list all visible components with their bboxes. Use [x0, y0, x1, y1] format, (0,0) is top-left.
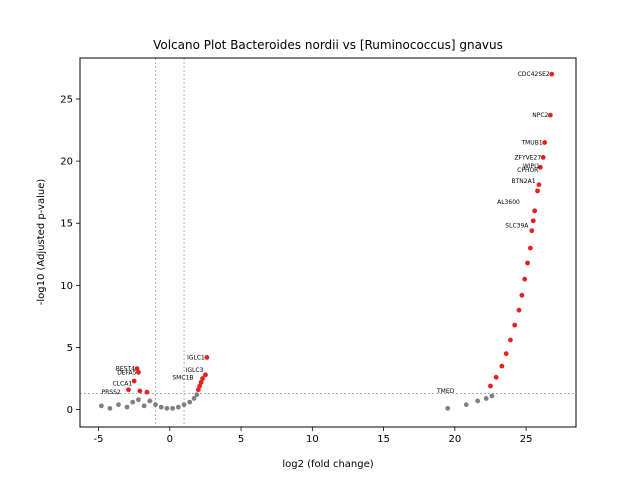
significant-point	[549, 71, 555, 77]
significant-point	[144, 389, 150, 395]
nonsignificant-point	[181, 402, 187, 408]
nonsignificant-point	[175, 404, 181, 410]
nonsignificant-point	[147, 398, 153, 404]
nonsignificant-point	[475, 398, 481, 404]
gene-label: AL3600	[497, 199, 520, 206]
x-tick-label: 5	[238, 434, 244, 445]
gene-label: CPHOR	[517, 167, 538, 174]
gene-label: SLC39A	[505, 223, 529, 230]
significant-point	[488, 383, 493, 389]
gene-label: DEFA5	[117, 369, 136, 376]
significant-point	[200, 376, 205, 381]
significant-point	[493, 374, 499, 380]
plot-area-frame	[79, 57, 577, 428]
nonsignificant-point	[158, 404, 164, 410]
nonsignificant-point	[141, 403, 147, 409]
significant-point	[131, 378, 137, 384]
significant-point	[512, 322, 518, 328]
significant-point	[535, 188, 540, 194]
y-tick-label: 15	[60, 219, 73, 230]
significant-point	[527, 245, 533, 251]
significant-point	[542, 140, 548, 145]
x-axis-title: log2 (fold change)	[282, 459, 373, 470]
gene-label: NPC2	[532, 112, 548, 119]
significant-point	[519, 292, 525, 298]
significant-point	[136, 369, 141, 375]
chart-title: Volcano Plot Bacteroides nordii vs [Rumi…	[153, 38, 503, 52]
gene-label: BTN2A1	[512, 178, 536, 185]
significant-point	[134, 366, 140, 372]
x-tick-label: 15	[377, 434, 390, 445]
x-tick-label: 20	[448, 434, 461, 445]
nonsignificant-point	[194, 392, 200, 398]
y-tick-label: 0	[67, 405, 73, 416]
significant-point	[195, 387, 201, 393]
significant-point	[508, 337, 513, 343]
significant-point	[203, 372, 208, 378]
x-tick-label: 10	[306, 434, 319, 445]
nonsignificant-point	[136, 397, 141, 403]
significant-point	[137, 388, 143, 394]
nonsignificant-point	[483, 396, 489, 401]
significant-point	[516, 307, 522, 313]
data-points	[98, 71, 555, 411]
y-axis-title: -log10 (Adjusted p-value)	[36, 179, 47, 306]
gene-label: TMED	[436, 388, 455, 395]
significant-point	[529, 228, 535, 234]
significant-point	[204, 355, 210, 360]
y-tick-label: 25	[60, 95, 73, 106]
nonsignificant-point	[130, 399, 136, 405]
significant-point	[532, 208, 538, 214]
x-tick-label: 25	[520, 434, 533, 445]
x-tick-label: -5	[94, 434, 104, 445]
gene-label: SMC1B	[172, 374, 193, 381]
nonsignificant-point	[445, 405, 451, 411]
y-tick-label: 5	[67, 343, 73, 354]
significant-point	[530, 218, 536, 224]
nonsignificant-point	[98, 403, 104, 409]
nonsignificant-point	[116, 402, 121, 408]
significant-point	[499, 363, 505, 369]
significant-point	[522, 276, 528, 282]
significant-point	[503, 351, 509, 357]
nonsignificant-point	[489, 393, 495, 399]
gene-label: TMUB1	[520, 139, 542, 146]
nonsignificant-point	[164, 405, 170, 411]
significant-point	[126, 387, 131, 393]
y-tick-label: 20	[60, 157, 73, 168]
significant-point	[536, 182, 542, 188]
significant-point	[525, 260, 530, 266]
significant-point	[197, 383, 203, 389]
x-axis: -5 0 5 10 15 20 25	[94, 427, 533, 445]
nonsignificant-point	[191, 396, 197, 401]
y-tick-label: 10	[60, 281, 73, 292]
y-axis: 0 5 10 15 20 25	[60, 95, 80, 416]
gene-label: BEST4	[116, 366, 135, 373]
significant-point	[547, 112, 553, 118]
gene-label: CLCA1	[113, 381, 133, 388]
x-tick-label: 0	[167, 434, 173, 445]
gene-label: WIPI1	[523, 163, 540, 170]
nonsignificant-point	[107, 405, 113, 411]
significant-point	[537, 164, 543, 170]
threshold-lines	[80, 58, 576, 427]
nonsignificant-point	[153, 402, 158, 408]
nonsignificant-point	[170, 405, 176, 411]
gene-label: IGLC3	[186, 367, 204, 374]
significant-point	[540, 154, 546, 160]
gene-label: CDC42SE2	[518, 71, 550, 78]
gene-label: PRSS2	[102, 389, 121, 396]
gene-label: ZFYVE27	[514, 154, 541, 161]
nonsignificant-point	[187, 399, 193, 405]
gene-label: IGLC1	[187, 354, 205, 361]
nonsignificant-point	[124, 404, 130, 410]
significant-point	[198, 379, 204, 385]
nonsignificant-point	[463, 402, 469, 408]
